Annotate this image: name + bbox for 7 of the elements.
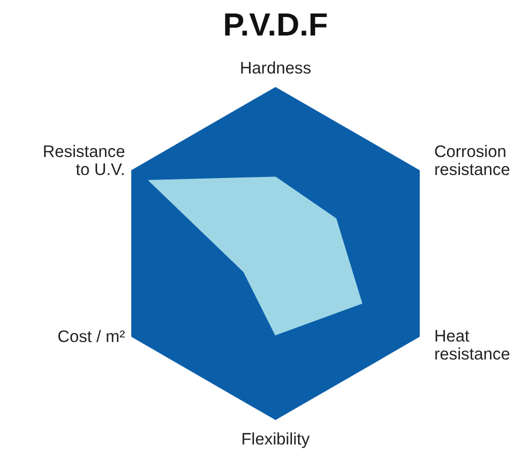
spoke-label: Hardness [240, 58, 312, 78]
spoke-label: Heat resistance [434, 326, 510, 364]
chart-title: P.V.D.F [223, 6, 328, 42]
spoke-label: Resistance to U.V. [42, 142, 126, 180]
spoke-label: Corrosion resistance [434, 142, 510, 180]
spoke-label: Flexibility [241, 429, 310, 448]
spoke-label: Cost / m² [58, 327, 126, 346]
